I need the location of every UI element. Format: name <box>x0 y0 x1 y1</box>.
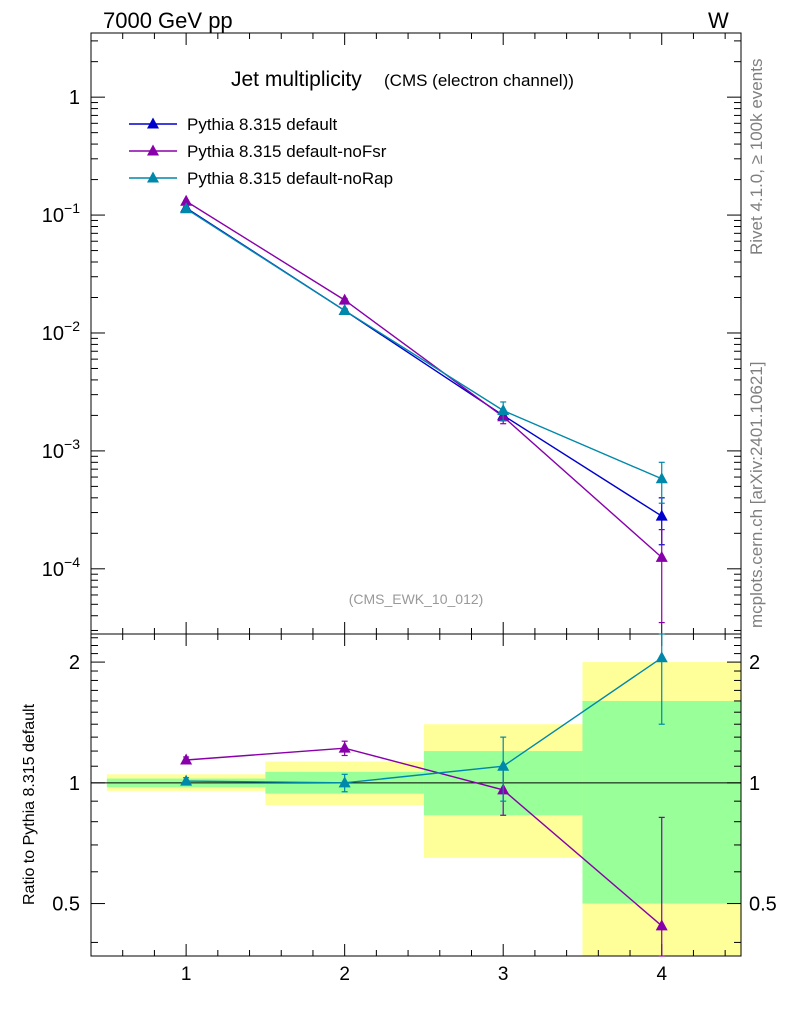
ratio-series-2-point <box>497 759 510 771</box>
main-y-tick-label: 10−4 <box>42 554 80 581</box>
main-y-tick-label: 10−2 <box>42 318 80 345</box>
ratio-plot-frame <box>90 633 742 957</box>
legend-label-3: Pythia 8.315 default-noRap <box>187 169 393 188</box>
energy-label: 7000 GeV pp <box>103 8 233 33</box>
ratio-y-tick-label-right: 2 <box>749 652 760 674</box>
ratio-series-1-point <box>180 753 193 765</box>
main-series-3 <box>180 202 668 504</box>
ratio-series-1-line <box>186 747 663 927</box>
main-series-1 <box>180 201 668 546</box>
main-series-3-point <box>338 304 351 316</box>
legend-marker-3 <box>147 171 159 183</box>
main-series-2-line <box>185 200 663 558</box>
chart-subtitle: (CMS (electron channel)) <box>384 71 574 90</box>
ratio-y-tick-label-left: 0.5 <box>52 894 80 916</box>
chart-title: Jet multiplicity <box>231 68 362 91</box>
ratio-series-2-point <box>180 774 193 786</box>
ratio-y-tick-label-left: 2 <box>69 652 80 674</box>
x-tick-label-1: 1 <box>181 964 192 985</box>
main-series-3-point <box>497 404 510 416</box>
ratio-y-tick-label-right: 0.5 <box>749 894 777 916</box>
analysis-watermark: (CMS_EWK_10_012) <box>349 591 484 607</box>
x-tick-label-4: 4 <box>656 964 667 985</box>
legend-marker-2 <box>147 144 159 156</box>
main-y-tick-label: 10−1 <box>42 200 80 227</box>
ratio-y-tick-label-right: 1 <box>749 773 760 795</box>
main-series-2-point <box>655 550 668 562</box>
ratio-series-2-point <box>655 651 668 663</box>
ratio-series-2-line <box>186 657 663 784</box>
main-series-2 <box>180 194 668 624</box>
x-tick-label-3: 3 <box>498 964 509 985</box>
main-series-2-point <box>180 194 193 206</box>
legend-marker-1 <box>147 117 159 129</box>
process-label: W <box>708 8 729 33</box>
main-series-3-point <box>180 202 193 214</box>
main-series-2-point <box>338 293 351 305</box>
legend-label-1: Pythia 8.315 default <box>187 115 338 134</box>
main-y-tick-label: 1 <box>69 87 80 109</box>
main-series-3-line <box>185 208 663 480</box>
main-y-tick-label: 10−3 <box>42 436 80 463</box>
main-series-3-point <box>655 472 668 484</box>
ratio-series-1 <box>180 740 668 957</box>
ratio-series-1-point <box>655 919 668 931</box>
ratio-series-2-point <box>338 776 351 788</box>
ratio-y-tick-label-left: 1 <box>69 773 80 795</box>
ratio-series-1-point <box>338 741 351 753</box>
main-series-1-point <box>655 509 668 521</box>
x-tick-label-2: 2 <box>339 964 350 985</box>
legend-label-2: Pythia 8.315 default-noFsr <box>187 142 387 161</box>
ratio-series-2 <box>180 633 668 802</box>
